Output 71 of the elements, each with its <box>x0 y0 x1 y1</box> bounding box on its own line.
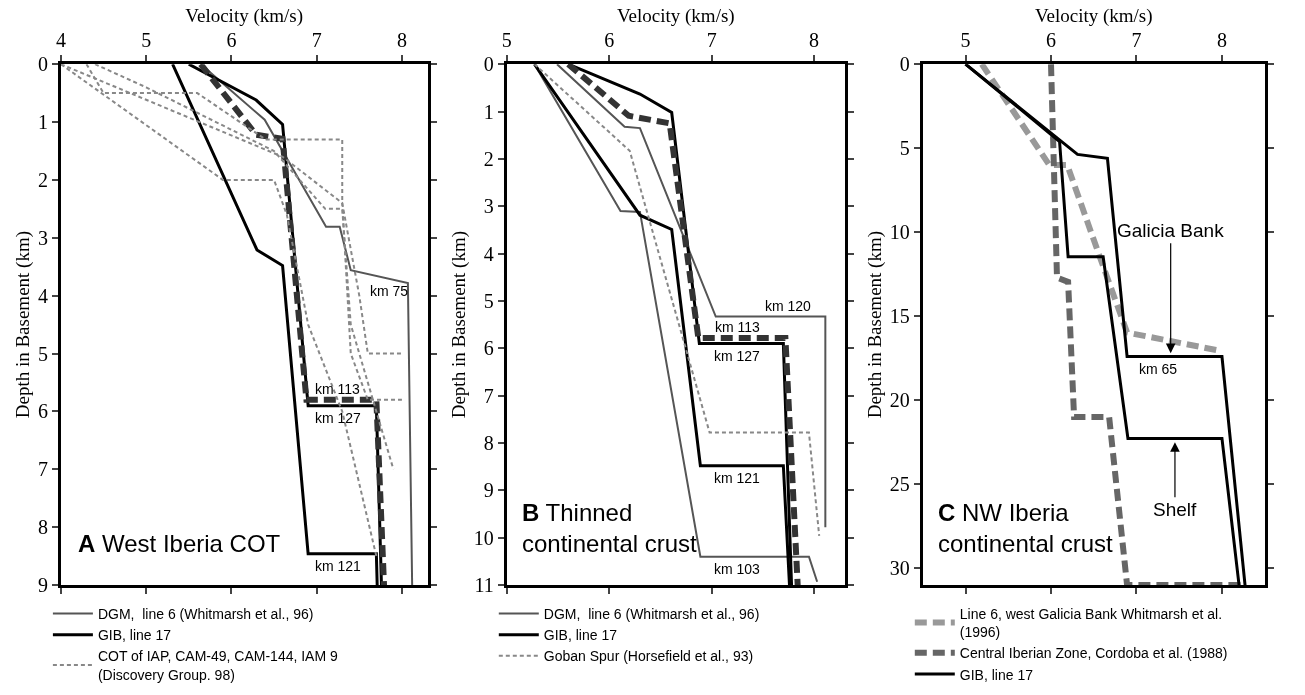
legend-label: DGM, line 6 (Whitmarsh et al., 96) <box>543 605 760 622</box>
annotation: km 120 <box>765 298 812 314</box>
annotation: km 113 <box>715 319 761 335</box>
y-tick-label: 0 <box>899 53 910 76</box>
x-tick-label: 5 <box>141 29 152 52</box>
y-tick-label: 3 <box>37 226 48 249</box>
y-tick-label: 7 <box>37 458 48 481</box>
y-tick-label: 5 <box>37 342 48 365</box>
y-tick-label: 8 <box>483 432 494 455</box>
x-tick-label: 8 <box>1216 29 1227 52</box>
y-axis-title: Depth in Basement (km) <box>863 230 886 419</box>
y-tick-label: 9 <box>37 574 48 597</box>
y-tick-label: 1 <box>483 100 494 123</box>
y-tick-label: 2 <box>483 147 494 170</box>
x-tick-label: 7 <box>311 29 322 52</box>
legend-label: GIB, line 17 <box>97 627 172 644</box>
y-tick-label: 15 <box>889 305 910 328</box>
x-axis-title: Velocity (km/s) <box>616 5 735 28</box>
x-axis-title: Velocity (km/s) <box>1034 5 1153 28</box>
annotation: C NW Iberia continental crust <box>938 499 1114 558</box>
x-tick-label: 5 <box>501 29 512 52</box>
y-tick-label: 25 <box>889 473 910 496</box>
y-tick-label: 2 <box>37 168 48 191</box>
y-tick-label: 0 <box>483 53 494 76</box>
y-tick-label: 11 <box>474 574 494 597</box>
annotation: km 65 <box>1139 361 1178 377</box>
legend-label: COT of IAP, CAM-49, CAM-144, IAM 9 (Discovery Group. 98) <box>97 648 339 683</box>
legend-label: Line 6, west Galicia Bank Whitmarsh et al. (1996) <box>959 605 1223 641</box>
y-tick-label: 5 <box>483 289 494 312</box>
annotation: A West Iberia COT <box>78 530 281 557</box>
y-tick-label: 7 <box>483 384 494 407</box>
x-tick-label: 6 <box>226 29 237 52</box>
y-tick-label: 4 <box>37 284 48 307</box>
annotation: km 103 <box>714 561 761 577</box>
annotation: km 121 <box>315 558 362 574</box>
y-tick-label: 10 <box>473 526 494 549</box>
annotation: km 113 <box>315 381 361 397</box>
x-tick-label: 7 <box>706 29 717 52</box>
y-axis-title: Depth in Basement (km) <box>447 230 470 419</box>
x-tick-label: 6 <box>604 29 615 52</box>
y-tick-label: 3 <box>483 195 494 218</box>
y-tick-label: 8 <box>37 516 48 539</box>
y-axis-title: Depth in Basement (km) <box>11 230 34 419</box>
y-tick-label: 20 <box>889 389 910 412</box>
legend-label: Goban Spur (Horsefield et al., 93) <box>543 648 754 665</box>
y-tick-label: 6 <box>37 400 48 423</box>
x-tick-label: 7 <box>1131 29 1142 52</box>
y-tick-label: 0 <box>37 53 48 76</box>
x-axis-title: Velocity (km/s) <box>185 5 304 28</box>
annotation: km 121 <box>714 470 761 486</box>
y-tick-label: 9 <box>483 479 494 502</box>
annotation: km 127 <box>315 410 362 426</box>
y-tick-label: 4 <box>483 242 494 265</box>
annotation: km 127 <box>714 348 761 364</box>
x-tick-label: 5 <box>960 29 971 52</box>
legend-label: GIB, line 17 <box>959 666 1034 683</box>
y-tick-label: 1 <box>37 111 48 134</box>
legend-label: Central Iberian Zone, Cordoba et al. (1988) <box>959 645 1228 662</box>
y-tick-label: 5 <box>899 137 910 160</box>
legend-label: GIB, line 17 <box>543 627 618 644</box>
x-tick-label: 8 <box>396 29 407 52</box>
y-tick-label: 30 <box>889 557 910 580</box>
annotation: Shelf <box>1153 499 1198 520</box>
annotation: Galicia Bank <box>1117 220 1225 241</box>
x-tick-label: 8 <box>809 29 820 52</box>
x-tick-label: 6 <box>1046 29 1057 52</box>
x-tick-label: 4 <box>55 29 66 52</box>
legend-label: DGM, line 6 (Whitmarsh et al., 96) <box>97 605 314 622</box>
y-tick-label: 6 <box>483 337 494 360</box>
annotation: B Thinned continental crust <box>522 499 698 558</box>
y-tick-label: 10 <box>889 221 910 244</box>
